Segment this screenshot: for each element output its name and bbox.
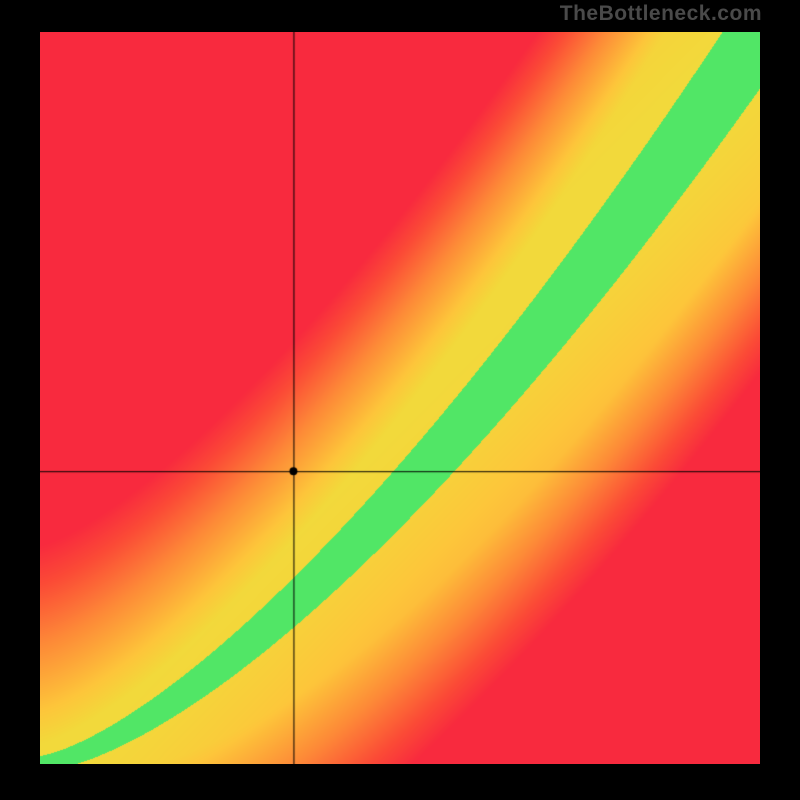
bottleneck-heatmap (40, 32, 760, 764)
watermark-text: TheBottleneck.com (560, 2, 762, 26)
